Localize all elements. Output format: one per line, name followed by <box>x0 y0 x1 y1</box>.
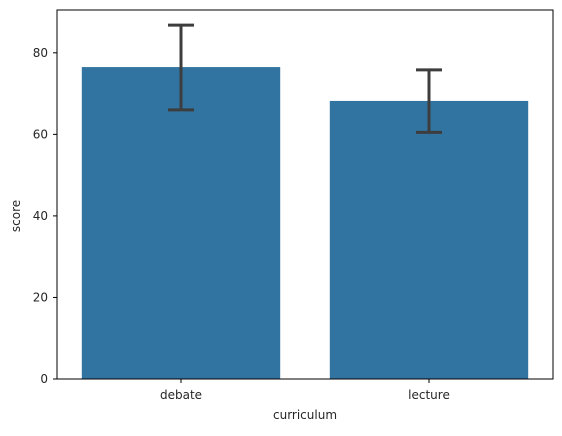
y-tick-label: 80 <box>33 46 48 60</box>
x-tick-label-lecture: lecture <box>408 388 450 402</box>
errorbars-layer <box>168 23 442 134</box>
bar-debate <box>81 67 281 379</box>
y-tick-label: 20 <box>33 290 48 304</box>
y-tick-label: 40 <box>33 209 48 223</box>
bars-layer <box>81 67 529 379</box>
errorbar-lecture <box>416 68 442 134</box>
axes-layer <box>56 9 554 380</box>
plot-frame <box>56 9 554 380</box>
bar-lecture <box>329 100 529 379</box>
x-axis-label: curriculum <box>273 408 337 422</box>
x-tick-label-debate: debate <box>160 388 202 402</box>
ticks-layer: 0 20 40 60 80 debate lecture <box>33 46 450 402</box>
y-tick-label: 60 <box>33 127 48 141</box>
errorbar-debate <box>168 23 194 112</box>
y-tick-label: 0 <box>40 372 48 386</box>
y-axis-label: score <box>9 200 23 232</box>
